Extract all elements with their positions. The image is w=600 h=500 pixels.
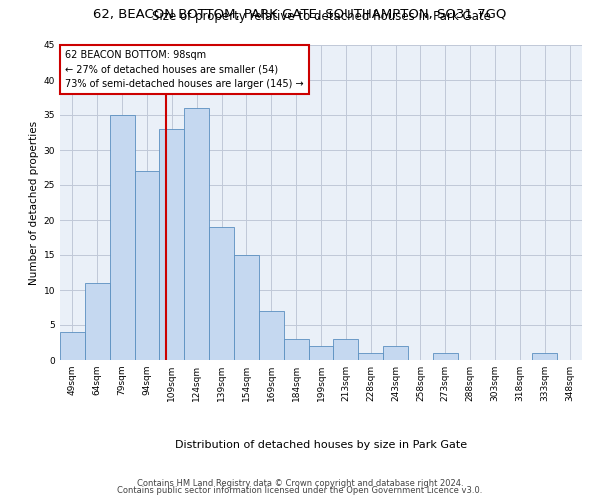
Bar	[110, 115, 134, 360]
Text: 62, BEACON BOTTOM, PARK GATE, SOUTHAMPTON, SO31 7GQ: 62, BEACON BOTTOM, PARK GATE, SOUTHAMPTO…	[94, 8, 506, 20]
Text: Contains public sector information licensed under the Open Government Licence v3: Contains public sector information licen…	[118, 486, 482, 495]
Y-axis label: Number of detached properties: Number of detached properties	[29, 120, 40, 284]
Bar	[358, 353, 383, 360]
Bar	[308, 346, 334, 360]
Bar	[532, 353, 557, 360]
Text: 62 BEACON BOTTOM: 98sqm
← 27% of detached houses are smaller (54)
73% of semi-de: 62 BEACON BOTTOM: 98sqm ← 27% of detache…	[65, 50, 304, 90]
Bar	[334, 339, 358, 360]
X-axis label: Distribution of detached houses by size in Park Gate: Distribution of detached houses by size …	[175, 440, 467, 450]
Bar	[209, 227, 234, 360]
Title: Size of property relative to detached houses in Park Gate: Size of property relative to detached ho…	[152, 10, 490, 23]
Bar	[383, 346, 408, 360]
Bar	[234, 255, 259, 360]
Bar	[284, 339, 308, 360]
Bar	[160, 129, 184, 360]
Bar	[259, 311, 284, 360]
Bar	[184, 108, 209, 360]
Bar	[433, 353, 458, 360]
Bar	[134, 171, 160, 360]
Bar	[60, 332, 85, 360]
Bar	[85, 283, 110, 360]
Text: Contains HM Land Registry data © Crown copyright and database right 2024.: Contains HM Land Registry data © Crown c…	[137, 478, 463, 488]
